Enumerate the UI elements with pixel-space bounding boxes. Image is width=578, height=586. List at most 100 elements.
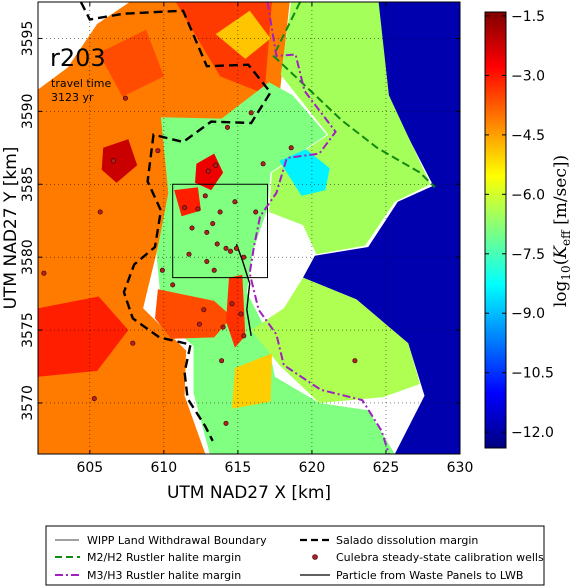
well-marker-34 — [91, 396, 97, 402]
y-tick-label-3: 3585 — [20, 166, 36, 202]
well-marker-26 — [201, 307, 207, 313]
colorbar-tick-label-6: −10.5 — [511, 366, 554, 382]
legend-label-particle-path: Particle from Waste Panels to LWB — [336, 569, 523, 582]
well-marker-30 — [220, 324, 226, 330]
colorbar-tick-label-5: −9.0 — [511, 306, 545, 322]
well-marker-39 — [159, 267, 165, 273]
colorbar-ticks: −1.5 −3.0 −4.5 −6.0 −7.5 −9.0 −10.5 −12.0 — [485, 9, 554, 441]
well-marker-28 — [238, 311, 244, 317]
well-marker-27 — [229, 301, 235, 307]
well-marker-6 — [205, 168, 211, 174]
well-marker-19 — [204, 258, 210, 264]
well-marker-10 — [232, 199, 238, 205]
y-tick-label-0: 3570 — [20, 385, 36, 421]
colorbar-label: log10(Keff [m/sec]) — [551, 155, 573, 307]
legend-label-salado-margin: Salado dissolution margin — [336, 534, 478, 547]
well-marker-32 — [130, 340, 136, 346]
colorbar-label-var: K — [551, 245, 571, 260]
well-marker-37 — [288, 145, 294, 151]
well-marker-35 — [223, 420, 229, 426]
region-ridge-c — [226, 274, 246, 348]
legend-label-m3h3-margin: M3/H3 Rustler halite margin — [87, 569, 241, 582]
well-marker-14 — [204, 229, 210, 235]
legend-label-m2h2-margin: M2/H2 Rustler halite margin — [87, 551, 241, 564]
well-marker-22 — [228, 248, 234, 254]
well-marker-1 — [111, 158, 117, 164]
plot-frame — [37, 1, 461, 455]
well-marker-23 — [97, 209, 103, 215]
region-south-mid — [232, 353, 272, 409]
well-marker-21 — [241, 254, 247, 260]
well-marker-17 — [233, 245, 239, 251]
well-marker-36 — [352, 358, 358, 364]
colorbar-label-unit: [m/sec] — [551, 161, 571, 224]
well-marker-12 — [182, 205, 188, 211]
map-overlays — [41, 2, 436, 454]
colorbar-label-var-sub: eff — [559, 229, 573, 246]
grid-lines — [38, 2, 460, 454]
legend-swatch-wells — [312, 554, 318, 560]
y-axis-label: UTM NAD27 Y [km] — [1, 147, 21, 310]
x-axis-label: UTM NAD27 X [km] — [167, 483, 331, 503]
region-ridge-b — [174, 187, 201, 217]
well-marker-3 — [225, 124, 231, 130]
wipp-boundary — [172, 183, 268, 279]
x-tick-label-2: 615 — [225, 460, 252, 476]
m2h2-margin-line — [272, 2, 436, 188]
run-label: r203 — [50, 44, 106, 72]
x-axis-ticks: 605 610 615 620 625 630 — [76, 2, 473, 476]
y-tick-label-1: 3575 — [20, 312, 36, 348]
legend-label-wipp-boundary: WIPP Land Withdrawal Boundary — [87, 534, 267, 547]
x-tick-label-1: 610 — [150, 460, 177, 476]
colorbar-label-sub: 10 — [559, 265, 573, 280]
region-east-dip — [279, 149, 330, 196]
travel-time-label: travel time — [51, 77, 111, 90]
region-low-k-east — [303, 2, 460, 454]
region-southwest-warm — [38, 296, 129, 377]
well-marker-11 — [253, 209, 259, 215]
region-north-flat — [215, 10, 271, 59]
well-marker-9 — [217, 209, 223, 215]
travel-time-value: 3123 yr — [51, 91, 94, 104]
plot-area: 605 610 615 620 625 630 357035753580358535903… — [1, 1, 473, 503]
well-marker-8 — [195, 206, 201, 212]
y-tick-label-5: 3595 — [20, 21, 36, 57]
colorbar-label-open: ( — [551, 259, 571, 266]
colorbar-label-prefix: log — [551, 280, 571, 307]
well-marker-16 — [223, 245, 229, 251]
well-marker-25 — [170, 282, 176, 288]
well-marker-15 — [214, 241, 220, 247]
conductivity-field — [38, 2, 460, 454]
colorbar-tick-label-4: −7.5 — [511, 247, 545, 263]
particle-path-line — [235, 243, 252, 337]
well-marker-13 — [189, 225, 195, 231]
m3h3-margin-line — [248, 2, 390, 454]
region-southeast-lobe — [251, 277, 420, 403]
colorbar-label-close: ) — [551, 155, 571, 162]
region-west-spot — [101, 139, 138, 183]
well-marker-0 — [122, 95, 128, 101]
well-marker-29 — [241, 333, 247, 339]
region-south-tongue — [155, 289, 232, 339]
well-marker-24 — [41, 270, 47, 276]
x-tick-label-0: 605 — [76, 460, 103, 476]
colorbar-tick-label-3: −6.0 — [511, 187, 545, 203]
x-tick-label-5: 630 — [447, 460, 474, 476]
region-west-upland — [98, 29, 164, 97]
well-marker-2 — [155, 148, 161, 154]
well-marker-33 — [219, 358, 225, 364]
well-marker-40 — [210, 221, 216, 227]
legend-label-wells: Culebra steady-state calibration wells — [336, 551, 544, 564]
well-marker-31 — [196, 321, 202, 327]
y-tick-label-4: 3590 — [20, 94, 36, 130]
colorbar: −1.5 −3.0 −4.5 −6.0 −7.5 −9.0 −10.5 −12.0 log10… — [484, 9, 573, 449]
colorbar-gradient — [484, 11, 507, 449]
colorbar-tick-label-0: −1.5 — [511, 9, 545, 25]
colorbar-tick-label-1: −3.0 — [511, 68, 545, 84]
well-marker-5 — [202, 193, 208, 199]
legend: WIPP Land Withdrawal Boundary Salado dis… — [45, 525, 545, 586]
well-marker-38 — [260, 161, 266, 167]
well-marker-20 — [211, 267, 217, 273]
well-marker-18 — [186, 251, 192, 257]
